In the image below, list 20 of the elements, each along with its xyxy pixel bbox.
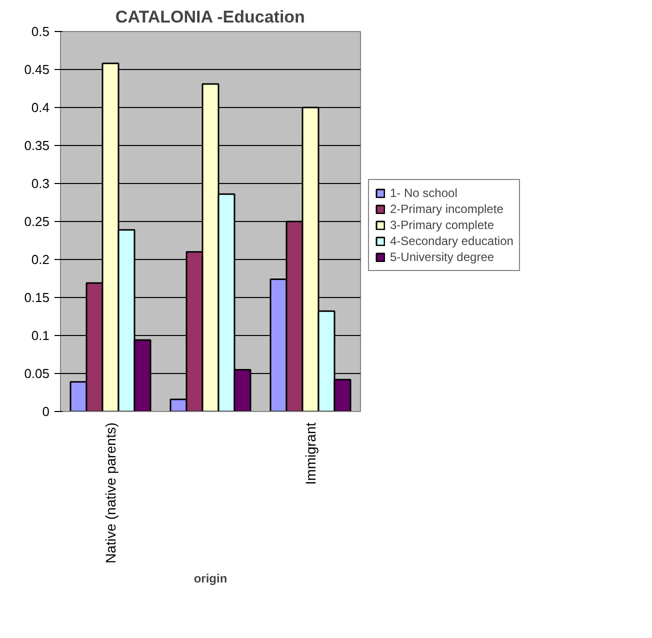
legend-label: 4-Secondary education	[390, 234, 514, 248]
y-tick-label: 0	[42, 404, 50, 419]
x-tick-label: Native (native parents)	[102, 422, 118, 564]
y-tick-label: 0.1	[31, 328, 50, 343]
legend-label: 1- No school	[390, 186, 458, 200]
legend-label: 2-Primary incomplete	[390, 202, 504, 216]
chart-title: CATALONIA -Education	[115, 8, 305, 26]
y-tick-label: 0.4	[31, 100, 50, 115]
legend-label: 5-University degree	[390, 250, 494, 264]
y-tick-label: 0.35	[24, 138, 50, 153]
legend-label: 3-Primary complete	[390, 218, 494, 232]
x-tick-label: Immigrant	[302, 422, 318, 485]
y-tick-label: 0.2	[31, 252, 50, 267]
y-tick-label: 0.3	[31, 176, 50, 191]
x-axis-title: origin	[194, 571, 228, 586]
y-tick-label: 0.25	[24, 214, 50, 229]
y-tick-label: 0.15	[24, 290, 50, 305]
y-tick-label: 0.45	[24, 62, 50, 77]
y-tick-label: 0.5	[31, 24, 50, 39]
y-tick-label: 0.05	[24, 366, 50, 381]
